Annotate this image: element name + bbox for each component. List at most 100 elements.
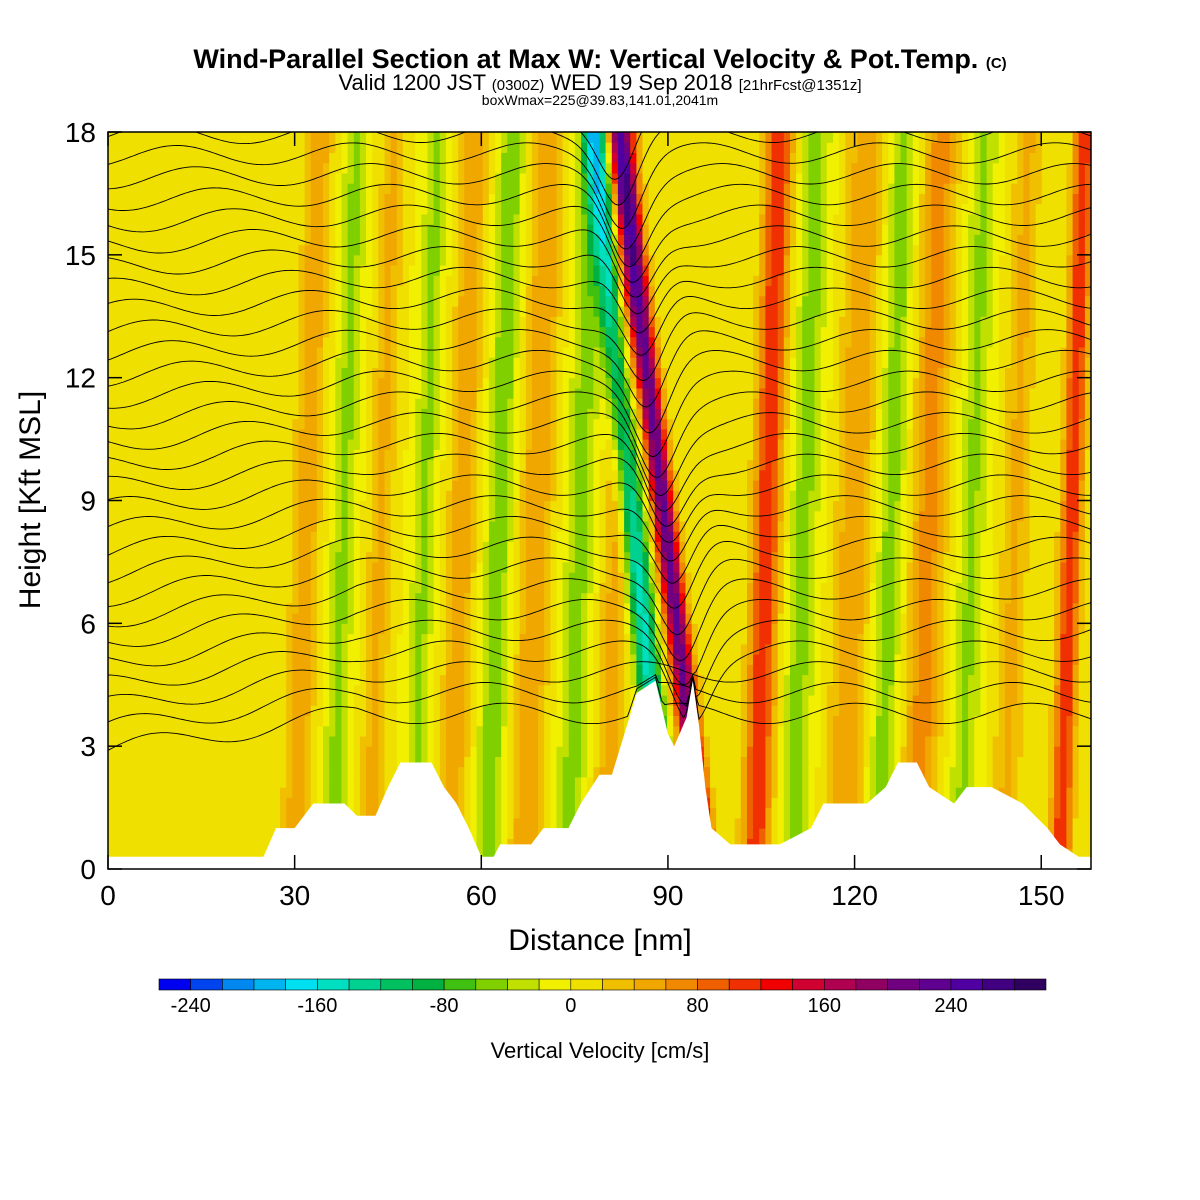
velocity-cell [421, 439, 428, 450]
velocity-cell [470, 213, 478, 225]
velocity-cell [470, 132, 478, 143]
velocity-cell [372, 725, 379, 737]
velocity-cell [255, 807, 263, 819]
velocity-cell [261, 674, 269, 686]
velocity-cell [439, 633, 447, 645]
velocity-cell [194, 756, 201, 768]
velocity-cell [243, 725, 250, 737]
velocity-cell [427, 336, 435, 348]
velocity-cell [126, 613, 134, 624]
velocity-cell [273, 623, 281, 635]
velocity-cell [476, 828, 484, 839]
velocity-cell [335, 142, 342, 153]
velocity-cell [114, 664, 121, 676]
velocity-cell [513, 521, 521, 532]
velocity-cell [439, 439, 447, 450]
velocity-cell [126, 387, 134, 399]
velocity-cell [396, 756, 404, 768]
velocity-cell [507, 213, 514, 225]
velocity-cell [458, 439, 465, 450]
velocity-cell [151, 684, 158, 696]
velocity-cell [138, 613, 146, 624]
velocity-cell [433, 203, 441, 215]
velocity-cell [458, 746, 465, 757]
velocity-cell [249, 531, 256, 542]
velocity-cell [433, 347, 441, 358]
velocity-cell [237, 224, 244, 235]
velocity-cell [378, 490, 385, 502]
velocity-cell [126, 838, 134, 850]
velocity-cell [513, 336, 521, 348]
velocity-cell [224, 285, 232, 297]
velocity-cell [298, 735, 306, 747]
velocity-cell [138, 848, 146, 860]
velocity-cell [267, 398, 275, 409]
velocity-cell [194, 254, 201, 266]
velocity-cell [329, 776, 336, 788]
velocity-cell [341, 623, 349, 635]
velocity-cell [298, 797, 306, 809]
velocity-cell [194, 234, 201, 246]
velocity-cell [372, 398, 379, 409]
velocity-cell [482, 336, 490, 348]
velocity-cell [132, 183, 140, 194]
velocity-cell [157, 254, 164, 266]
velocity-cell [187, 439, 195, 450]
velocity-cell [421, 469, 428, 481]
velocity-cell [108, 203, 115, 215]
velocity-cell [525, 193, 533, 205]
velocity-cell [353, 797, 361, 809]
velocity-cell [359, 787, 367, 798]
velocity-cell [390, 572, 398, 583]
velocity-cell [292, 367, 299, 379]
velocity-cell [323, 439, 330, 450]
velocity-cell [200, 828, 207, 839]
velocity-cell [390, 521, 398, 532]
velocity-cell [310, 347, 318, 358]
velocity-cell [298, 695, 306, 706]
velocity-cell [144, 705, 152, 716]
velocity-cell [181, 316, 189, 328]
velocity-cell [458, 735, 465, 747]
velocity-cell [304, 152, 312, 164]
velocity-cell [384, 776, 392, 788]
velocity-cell [310, 602, 318, 614]
velocity-cell [384, 162, 392, 174]
velocity-cell [304, 561, 312, 573]
velocity-cell [353, 203, 361, 215]
velocity-cell [163, 234, 170, 246]
velocity-cell [396, 254, 404, 266]
velocity-cell [212, 254, 220, 266]
velocity-cell [194, 418, 201, 430]
velocity-cell [273, 521, 281, 532]
velocity-cell [108, 572, 115, 583]
velocity-cell [366, 521, 373, 532]
velocity-cell [445, 521, 453, 532]
velocity-cell [507, 735, 514, 747]
velocity-cell [187, 398, 195, 409]
velocity-cell [359, 428, 367, 440]
velocity-cell [458, 797, 465, 809]
velocity-cell [181, 367, 189, 379]
velocity-cell [132, 306, 140, 317]
velocity-cell [163, 203, 170, 215]
velocity-cell [329, 715, 336, 727]
velocity-cell [273, 643, 281, 655]
velocity-cell [415, 643, 422, 655]
velocity-cell [433, 142, 441, 153]
velocity-cell [120, 459, 127, 471]
velocity-cell [298, 418, 306, 430]
velocity-cell [341, 459, 349, 471]
velocity-cell [464, 326, 471, 338]
velocity-cell [458, 725, 465, 737]
velocity-cell [132, 807, 140, 819]
velocity-cell [114, 848, 121, 860]
velocity-cell [181, 295, 189, 307]
velocity-cell [470, 817, 478, 829]
velocity-cell [488, 265, 496, 276]
velocity-cell [169, 776, 177, 788]
velocity-cell [452, 316, 459, 328]
velocity-cell [298, 326, 306, 338]
velocity-cell [200, 306, 207, 317]
velocity-cell [433, 275, 441, 287]
